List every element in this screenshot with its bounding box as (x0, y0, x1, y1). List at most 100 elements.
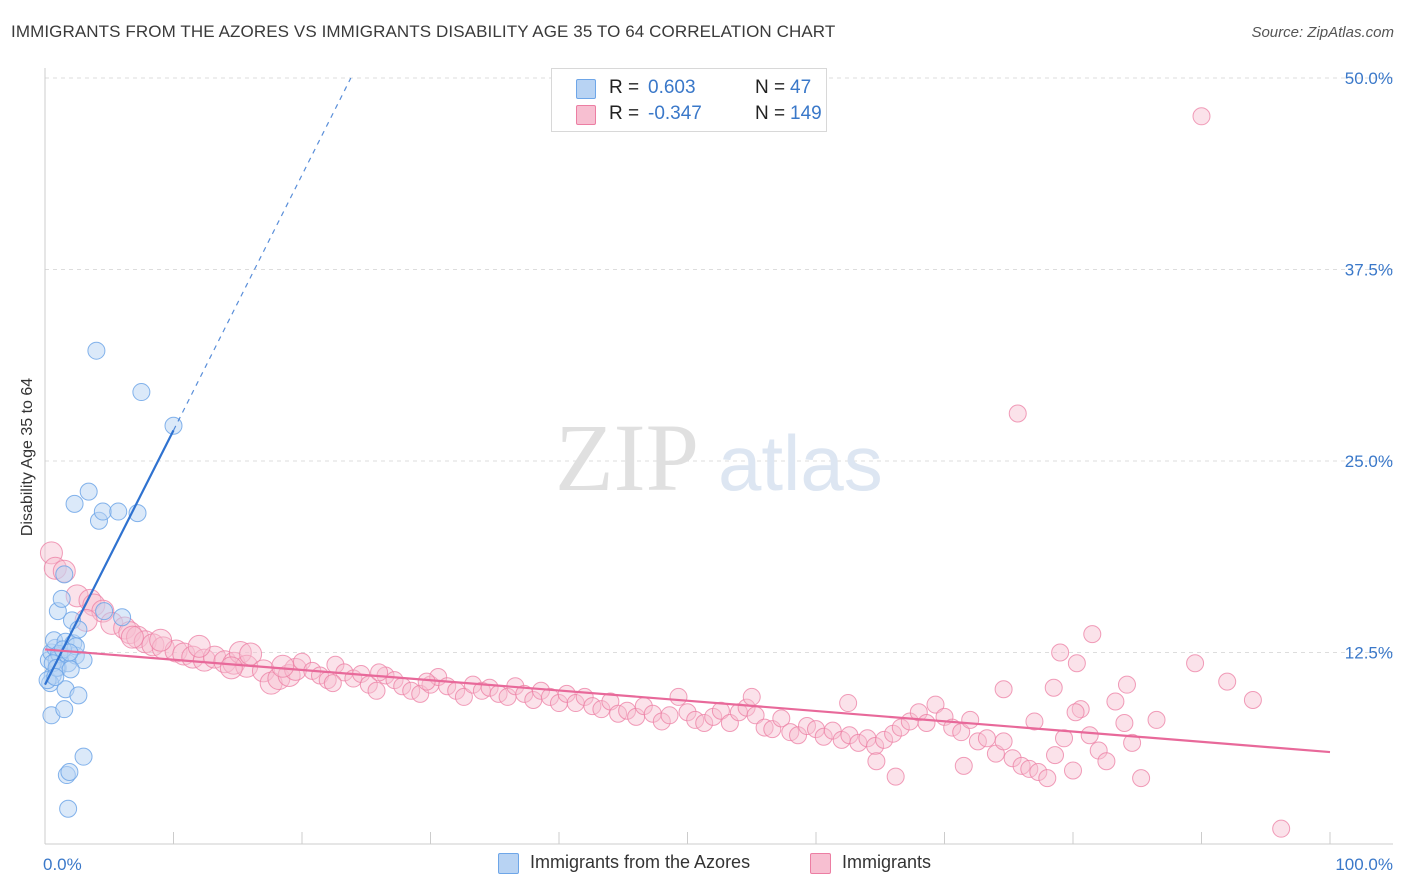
data-point-immigrants (1029, 762, 1048, 781)
data-point-immigrants (39, 541, 63, 565)
data-point-azores (69, 686, 88, 705)
data-point-immigrants (1106, 692, 1125, 711)
legend-r-value: 0.603 (648, 77, 696, 98)
data-point-immigrants (891, 718, 910, 737)
data-point-immigrants (839, 694, 858, 713)
data-point-immigrants (1038, 769, 1057, 788)
trend-lines (44, 77, 1331, 754)
legend-n-label: N = (755, 77, 786, 98)
trend-line-azores-extension (172, 77, 352, 431)
data-point-immigrants (1123, 733, 1142, 752)
data-point-azores (61, 660, 80, 679)
data-point-immigrants (772, 709, 791, 728)
y-tick-label: 12.5% (1345, 644, 1393, 663)
data-point-immigrants (1071, 700, 1090, 719)
legend-r-label: R = (609, 77, 640, 98)
legend-r-value: -0.347 (648, 103, 702, 124)
tick-labels: 12.5% 25.0% 37.5% 50.0% 0.0% 100.0% (43, 69, 1393, 874)
data-point-azores (74, 747, 93, 766)
trend-line-immigrants (44, 648, 1331, 754)
legend-label-immigrants: Immigrants (842, 852, 932, 872)
trend-line-azores (44, 429, 175, 686)
data-point-immigrants (823, 721, 842, 740)
legend-n-value: 47 (790, 77, 812, 98)
data-point-azores (132, 383, 151, 402)
data-point-immigrants (737, 698, 756, 717)
data-point-immigrants (1147, 710, 1166, 729)
data-point-immigrants (1066, 703, 1085, 722)
data-point-immigrants (742, 687, 761, 706)
legend-r-label: R = (609, 103, 640, 124)
data-point-immigrants (454, 687, 473, 706)
data-point-immigrants (660, 706, 679, 725)
data-point-azores (65, 494, 84, 513)
data-point-immigrants (1115, 713, 1134, 732)
data-point-immigrants (367, 681, 386, 700)
series-azores (38, 341, 183, 818)
data-point-immigrants (755, 718, 774, 737)
data-point-immigrants (557, 684, 576, 703)
data-point-immigrants (1218, 672, 1237, 691)
legend-label-azores: Immigrants from the Azores (530, 852, 751, 872)
data-point-immigrants (669, 687, 688, 706)
series-legend: Immigrants from the Azores Immigrants (0, 852, 1406, 876)
chart-title: IMMIGRANTS FROM THE AZORES VS IMMIGRANTS… (11, 22, 836, 41)
data-point-immigrants (480, 678, 499, 697)
data-point-immigrants (271, 654, 295, 678)
data-point-immigrants (417, 672, 436, 691)
data-point-immigrants (875, 730, 894, 749)
data-point-immigrants (814, 727, 833, 746)
data-point-immigrants (259, 671, 283, 695)
data-point-immigrants (1044, 678, 1063, 697)
data-point-azores (87, 341, 106, 360)
legend-swatch-immigrants (810, 853, 831, 874)
data-point-immigrants (1080, 726, 1099, 745)
legend-swatch-azores (498, 853, 519, 874)
data-point-immigrants (977, 729, 996, 748)
legend-swatch-azores (576, 79, 596, 99)
data-point-immigrants (1192, 107, 1211, 126)
data-point-immigrants (1025, 712, 1044, 731)
data-point-azores (55, 565, 74, 584)
watermark-atlas: atlas (718, 419, 883, 507)
data-point-azores (59, 799, 78, 818)
correlation-legend: R = 0.603 N = 47 R = -0.347 N = 149 (551, 68, 827, 132)
data-point-immigrants (1008, 404, 1027, 423)
data-point-immigrants (187, 634, 211, 658)
x-tick-label-max: 100.0% (1335, 855, 1393, 874)
data-point-azores (109, 502, 128, 521)
data-point-immigrants (592, 700, 611, 719)
data-point-immigrants (954, 756, 973, 775)
data-point-immigrants (1186, 654, 1205, 673)
data-point-azores (79, 482, 98, 501)
data-point-azores (113, 608, 132, 627)
series-immigrants (39, 107, 1291, 838)
data-point-immigrants (866, 736, 885, 755)
data-point-azores (164, 416, 183, 435)
data-point-immigrants (120, 625, 144, 649)
data-point-immigrants (1083, 625, 1102, 644)
y-tick-label: 25.0% (1345, 452, 1393, 471)
data-point-immigrants (678, 703, 697, 722)
data-point-immigrants (926, 695, 945, 714)
data-point-azores (95, 602, 114, 621)
data-point-azores (60, 762, 79, 781)
data-point-immigrants (917, 713, 936, 732)
data-point-immigrants (711, 701, 730, 720)
data-point-immigrants (840, 726, 859, 745)
data-point-immigrants (228, 641, 252, 664)
legend-n-label: N = (755, 103, 786, 124)
source-label: Source: ZipAtlas.com (1251, 24, 1394, 41)
data-point-immigrants (1132, 769, 1151, 788)
data-point-immigrants (370, 663, 389, 682)
data-point-azores (93, 502, 112, 521)
data-point-immigrants (219, 656, 243, 680)
data-point-immigrants (961, 710, 980, 729)
data-point-immigrants (1064, 761, 1082, 780)
data-point-immigrants (1243, 690, 1262, 709)
data-point-azores (55, 700, 74, 719)
data-point-immigrants (789, 726, 808, 745)
data-point-immigrants (323, 674, 342, 693)
gridlines (45, 77, 1393, 653)
